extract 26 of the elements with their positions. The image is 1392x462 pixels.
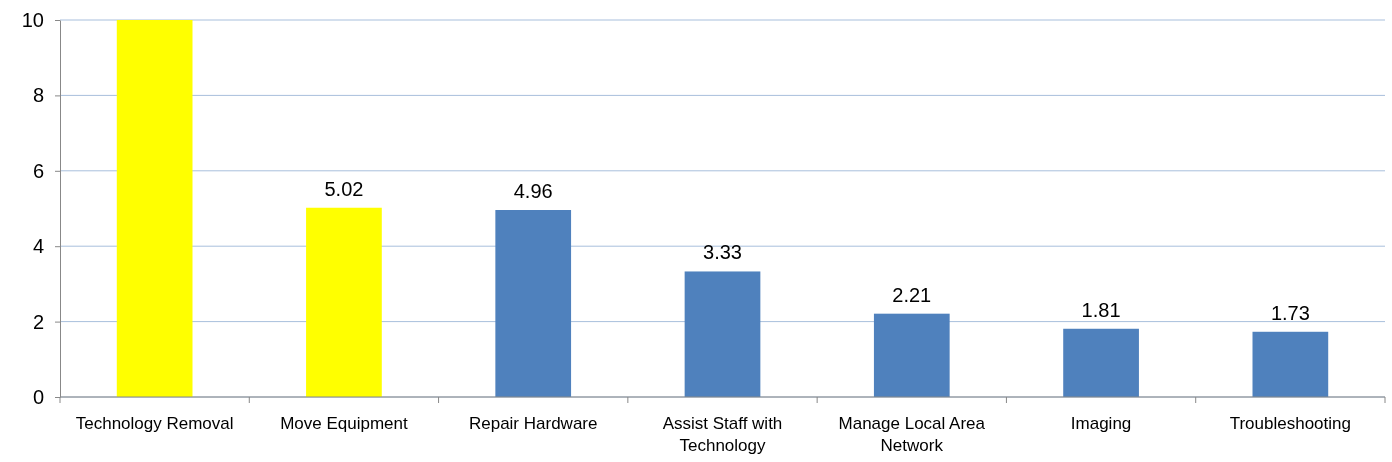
x-tick-label: Assist Staff with Technology bbox=[662, 414, 783, 455]
y-tick-label: 0 bbox=[32, 385, 44, 408]
bar bbox=[306, 207, 382, 397]
data-label: 3.33 bbox=[703, 241, 742, 264]
x-tick-label: Troubleshooting bbox=[1229, 414, 1352, 433]
y-tick-label: 6 bbox=[32, 159, 44, 182]
x-tick-label: Imaging bbox=[1070, 414, 1132, 433]
data-label: 1.73 bbox=[1270, 301, 1310, 324]
y-tick-label: 8 bbox=[32, 84, 44, 107]
bar bbox=[1063, 328, 1139, 397]
x-tick-label: Technology Removal bbox=[75, 414, 234, 433]
data-label: 5.02 bbox=[324, 177, 364, 200]
bar bbox=[495, 210, 572, 397]
x-tick-label: Repair Hardware bbox=[468, 414, 598, 433]
data-label: 2.21 bbox=[892, 283, 932, 306]
y-tick-label: 10 bbox=[21, 8, 44, 31]
y-tick-label: 4 bbox=[32, 235, 44, 258]
x-tick-label: Manage Local Area Network bbox=[838, 414, 986, 455]
bar bbox=[684, 271, 761, 397]
data-label: 1.81 bbox=[1081, 298, 1121, 321]
bar bbox=[1252, 331, 1329, 397]
x-tick-label: Move Equipment bbox=[280, 414, 408, 433]
bar bbox=[873, 313, 950, 397]
y-tick-label: 2 bbox=[32, 310, 44, 333]
data-label: 4.96 bbox=[513, 180, 553, 203]
bar bbox=[116, 20, 193, 397]
